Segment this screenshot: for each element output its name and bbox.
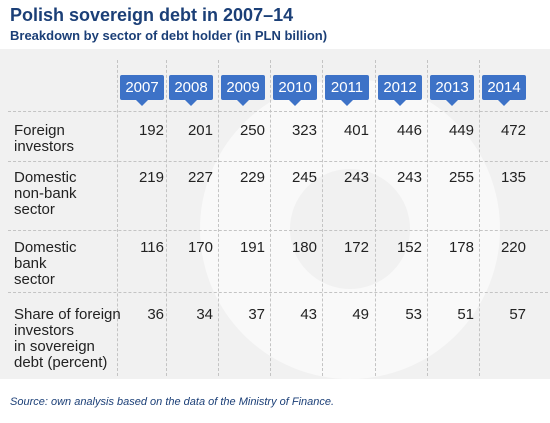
table-cell: 180 xyxy=(291,239,317,256)
table-cell: 401 xyxy=(343,122,369,139)
row-label-line: bank xyxy=(14,255,47,272)
row-label-line: sector xyxy=(14,271,55,288)
table-cell: 245 xyxy=(291,169,317,186)
row-separator xyxy=(8,230,548,231)
column-header-2010: 2010 xyxy=(273,75,317,106)
row-label-line: investors xyxy=(14,322,75,339)
table-cell: 135 xyxy=(500,169,526,186)
table-cell: 229 xyxy=(239,169,265,186)
column-separator xyxy=(427,60,428,376)
footer xyxy=(0,379,550,423)
table-cell: 51 xyxy=(457,306,474,323)
column-separator xyxy=(218,60,219,376)
column-header-2011: 2011 xyxy=(325,75,369,106)
column-header-2009: 2009 xyxy=(221,75,265,106)
column-separator xyxy=(322,60,323,376)
table-cell: 53 xyxy=(405,306,422,323)
table-cell: 170 xyxy=(187,239,213,256)
row-label-line: Domestic xyxy=(14,169,77,186)
column-separator xyxy=(166,60,167,376)
row-separator xyxy=(8,292,548,293)
table-cell: 178 xyxy=(448,239,474,256)
row-label-line: investors xyxy=(14,138,75,155)
chart-title: Polish sovereign debt in 2007–14 xyxy=(10,5,294,25)
column-header-2013: 2013 xyxy=(430,75,474,106)
chart-subtitle: Breakdown by sector of debt holder (in P… xyxy=(10,28,328,43)
row-label-line: Domestic xyxy=(14,239,77,256)
table-cell: 449 xyxy=(448,122,474,139)
table-cell: 323 xyxy=(291,122,317,139)
table-cell: 472 xyxy=(500,122,526,139)
table-cell: 220 xyxy=(500,239,526,256)
row-separator xyxy=(8,111,548,112)
table-cell: 219 xyxy=(138,169,164,186)
row-label-line: non-bank xyxy=(14,185,77,202)
table-cell: 37 xyxy=(248,306,265,323)
row-label-line: Share of foreign xyxy=(14,306,121,323)
row-label-line: debt (percent) xyxy=(14,354,108,371)
column-header-2012: 2012 xyxy=(378,75,422,106)
table-cell: 152 xyxy=(396,239,422,256)
table-cell: 255 xyxy=(448,169,474,186)
column-separator xyxy=(270,60,271,376)
table-cell: 172 xyxy=(343,239,369,256)
header: Polish sovereign debt in 2007–14 Breakdo… xyxy=(0,0,550,49)
row-label: Foreign investors xyxy=(14,123,74,155)
table-cell: 192 xyxy=(138,122,164,139)
table-cell: 191 xyxy=(239,239,265,256)
column-separator xyxy=(479,60,480,376)
table-cell: 116 xyxy=(140,239,164,256)
row-label: Share of foreign investors in sovereign deb… xyxy=(14,307,121,371)
row-label: Domestic non-bank sector xyxy=(14,170,77,218)
table-cell: 43 xyxy=(300,306,317,323)
column-separator xyxy=(375,60,376,376)
table-cell: 250 xyxy=(239,122,265,139)
table-cell: 49 xyxy=(352,306,369,323)
column-header-2008: 2008 xyxy=(169,75,213,106)
column-separator xyxy=(117,60,118,376)
row-separator xyxy=(8,161,548,162)
table-cell: 57 xyxy=(509,306,526,323)
column-header-2007: 2007 xyxy=(120,75,164,106)
column-header-2014: 2014 xyxy=(482,75,526,106)
table-cell: 243 xyxy=(343,169,369,186)
table-cell: 227 xyxy=(187,169,213,186)
row-label: Domestic bank sector xyxy=(14,240,77,288)
table-cell: 201 xyxy=(187,122,213,139)
table-cell: 446 xyxy=(396,122,422,139)
row-label-line: sector xyxy=(14,201,55,218)
source-note: Source: own analysis based on the data o… xyxy=(10,396,335,408)
row-label-line: Foreign xyxy=(14,122,65,139)
table-cell: 34 xyxy=(196,306,213,323)
row-label-line: in sovereign xyxy=(14,338,95,355)
table-cell: 36 xyxy=(147,306,164,323)
table-cell: 243 xyxy=(396,169,422,186)
